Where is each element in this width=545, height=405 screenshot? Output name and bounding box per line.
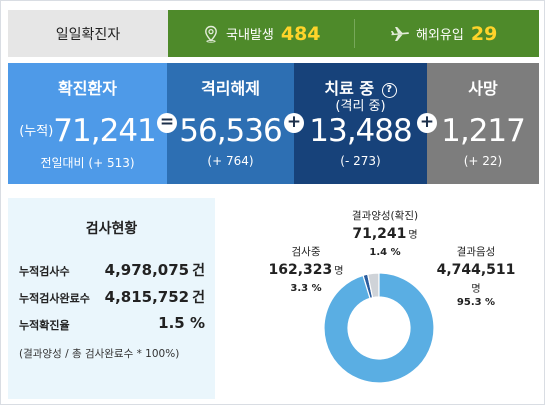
released-title: 격리해제 (201, 79, 260, 98)
test-row: 누적확진율 1.5 % (19, 314, 209, 334)
deaths-title: 사망 (468, 79, 498, 98)
test-row-unit: 건 (192, 290, 205, 306)
testing-value-line: 162,323 명 (251, 262, 361, 278)
test-row-number: 4,815,752 (104, 288, 190, 306)
testing-value: 162,323 (268, 262, 333, 278)
treatment-value: 13,488 (309, 113, 412, 149)
negative-unit: 명 (471, 284, 481, 295)
treatment-delta: (- 273) (340, 154, 381, 168)
confirmed-title: 확진환자 (58, 79, 117, 98)
airplane-icon (391, 26, 409, 41)
domestic-value: 484 (280, 22, 321, 45)
treatment-title: 치료 중 (324, 79, 375, 98)
negative-caption: 결과음성 (456, 246, 496, 258)
negative-label: 결과음성 4,744,511 명 95.3 % (421, 244, 531, 308)
positive-unit: 명 (408, 230, 418, 241)
released-delta: (+ 764) (207, 154, 254, 168)
test-row-label: 누적검사수 (19, 265, 70, 278)
positive-value: 71,241 (352, 226, 407, 242)
testing-caption: 검사중 (291, 246, 321, 258)
test-results-donut (323, 272, 435, 384)
test-row: 누적검사완료수 4,815,752 건 (19, 287, 209, 307)
deaths-delta: (+ 22) (463, 154, 503, 168)
stat-released: 격리해제 56,536 (+ 764) (167, 63, 294, 184)
location-pin-icon (205, 25, 217, 43)
daily-cases-label: 일일확진자 (8, 10, 168, 57)
test-row-value: 4,815,752 건 (105, 287, 205, 307)
question-circle-icon[interactable]: ? (381, 83, 397, 98)
confirmed-value: 71,241 (53, 113, 156, 149)
stat-treatment: 치료 중 ? (격리 중) 13,488 (- 273) (294, 63, 427, 184)
daily-cases-bar: 국내발생 484 해외유입 29 (168, 10, 539, 57)
test-row: 누적검사수 4,978,075 건 (19, 260, 209, 280)
treatment-title-line: 치료 중 ? (294, 75, 427, 99)
tests-summary: 검사현황 누적검사수 4,978,075 건 누적검사완료수 4,815,752 건… (8, 198, 215, 399)
positive-label: 결과양성(확진) 71,241 명 1.4 % (335, 208, 435, 258)
negative-pct: 95.3 % (456, 297, 496, 308)
domestic-cases: 국내발생 484 (202, 10, 321, 57)
testing-unit: 명 (334, 266, 344, 277)
test-row-number: 1.5 % (158, 314, 205, 332)
negative-value: 4,744,511 (436, 262, 516, 278)
positive-value-line: 71,241 명 (335, 226, 435, 242)
testing-label: 검사중 162,323 명 3.3 % (251, 244, 361, 294)
plus-operator: + (417, 113, 437, 133)
test-row-value: 4,978,075 건 (105, 260, 205, 280)
tests-panel: 검사현황 누적검사수 4,978,075 건 누적검사완료수 4,815,752 건… (8, 198, 539, 399)
test-results-chart: 결과양성(확진) 71,241 명 1.4 % 검사중 162,323 명 3.3 … (215, 198, 539, 399)
overseas-cases: 해외유입 29 (390, 10, 497, 57)
plus-operator: + (284, 113, 304, 133)
test-row-number: 4,978,075 (104, 261, 190, 279)
stat-deaths: 사망 1,217 (+ 22) (427, 63, 539, 184)
test-row-label: 누적확진율 (19, 319, 70, 332)
overseas-label: 해외유입 (416, 28, 464, 43)
daily-cases-label-text: 일일확진자 (55, 26, 121, 43)
tests-title: 검사현황 (85, 221, 138, 237)
positive-rate-note: (결과양성 / 총 검사완료수 * 100%) (19, 348, 180, 360)
overseas-value: 29 (470, 22, 498, 45)
equals-operator: = (157, 113, 177, 133)
positive-caption: 결과양성(확진) (351, 210, 419, 222)
positive-pct: 1.4 % (369, 247, 401, 258)
test-row-value: 1.5 % (158, 314, 205, 332)
confirmed-value-line: (누적)71,241 (8, 113, 167, 149)
top-divider (354, 19, 355, 48)
deaths-value: 1,217 (441, 113, 526, 149)
stat-confirmed: 확진환자 (누적)71,241 전일대비 (+ 513) (8, 63, 167, 184)
domestic-label: 국내발생 (226, 28, 274, 43)
donut-slice-negative (323, 272, 435, 384)
test-row-label: 누적검사완료수 (19, 292, 90, 305)
test-row-unit: 건 (192, 263, 205, 279)
confirmed-delta: 전일대비 (+ 513) (40, 156, 135, 170)
treatment-subtitle: (격리 중) (335, 99, 386, 114)
testing-pct: 3.3 % (290, 283, 322, 294)
confirmed-prefix: (누적) (19, 124, 54, 139)
released-value: 56,536 (179, 113, 282, 149)
